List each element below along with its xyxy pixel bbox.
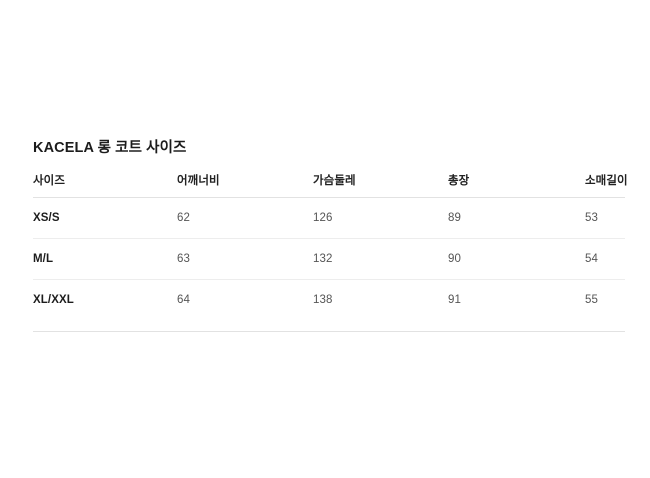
cell-chest: 126 [313,197,448,239]
table-row: XL/XXL 64 138 91 55 [33,280,625,321]
table-body: XS/S 62 126 89 53 M/L 63 132 90 54 XL/XX… [33,197,625,321]
column-header-size: 사이즈 [33,172,177,198]
size-chart-block: KACELA 롱 코트 사이즈 사이즈 어깨너비 가슴둘레 총장 소매길이 XS… [33,138,628,332]
cell-size: XL/XXL [33,294,74,306]
table-header: 사이즈 어깨너비 가슴둘레 총장 소매길이 [33,172,628,198]
cell-sleeve: 55 [585,294,598,306]
size-chart-table: 사이즈 어깨너비 가슴둘레 총장 소매길이 XS/S 62 126 89 53 … [33,172,628,321]
cell-chest: 138 [313,294,333,306]
cell-length: 89 [448,197,585,239]
cell-sleeve: 54 [585,238,625,280]
column-header-sleeve: 소매길이 [585,172,628,198]
cell-shoulder: 64 [177,294,190,306]
column-header-length: 총장 [448,172,585,198]
page-title: KACELA 롱 코트 사이즈 [33,140,187,156]
cell-shoulder: 63 [177,238,313,280]
cell-sleeve: 53 [585,197,625,239]
cell-size: XS/S [33,197,177,239]
table-row: XS/S 62 126 89 53 [33,197,625,239]
column-header-shoulder: 어깨너비 [177,172,313,198]
table-row: M/L 63 132 90 54 [33,238,625,280]
table-header-row: 사이즈 어깨너비 가슴둘레 총장 소매길이 [33,172,628,198]
cell-size: M/L [33,238,177,280]
cell-shoulder: 62 [177,197,313,239]
column-header-chest: 가슴둘레 [313,172,448,198]
cell-chest: 132 [313,238,448,280]
cell-length: 91 [448,294,461,306]
cell-length: 90 [448,238,585,280]
table-bottom-divider [33,331,625,332]
